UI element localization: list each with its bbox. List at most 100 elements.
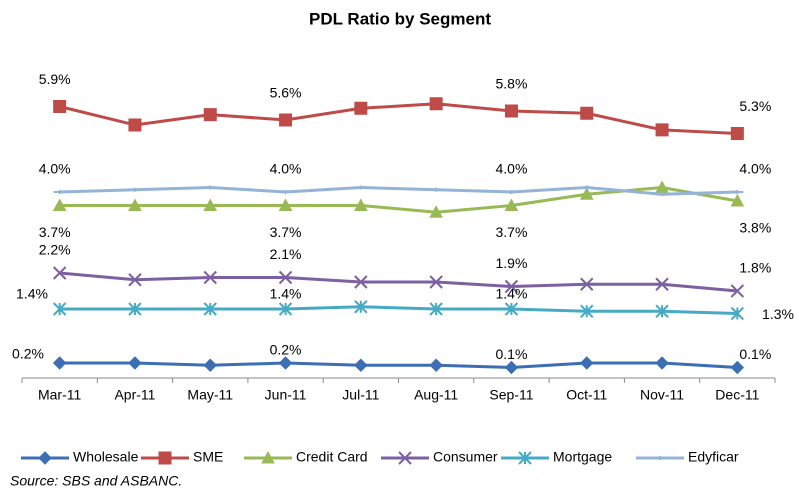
marker bbox=[429, 358, 443, 372]
marker bbox=[128, 273, 142, 287]
marker bbox=[53, 100, 67, 113]
marker bbox=[656, 192, 669, 197]
marker bbox=[278, 270, 293, 285]
data-label: 2.2% bbox=[39, 242, 71, 258]
marker bbox=[203, 302, 217, 316]
data-label: 4.0% bbox=[495, 161, 527, 177]
marker bbox=[354, 358, 368, 372]
marker bbox=[429, 275, 443, 289]
data-label: 5.6% bbox=[270, 85, 302, 101]
marker bbox=[128, 198, 142, 211]
marker bbox=[203, 270, 217, 285]
x-tick-label: Oct-11 bbox=[566, 387, 607, 403]
data-label: 3.7% bbox=[270, 224, 302, 240]
data-label: 4.0% bbox=[270, 161, 302, 177]
data-label: 1.4% bbox=[495, 286, 527, 302]
legend-label: Consumer bbox=[433, 449, 498, 465]
data-label: 0.1% bbox=[495, 346, 527, 362]
marker bbox=[730, 306, 745, 321]
legend-marker bbox=[654, 456, 666, 460]
marker bbox=[731, 190, 744, 194]
legend-marker bbox=[518, 451, 532, 465]
marker bbox=[52, 302, 67, 316]
marker bbox=[655, 356, 669, 370]
data-label: 0.2% bbox=[12, 346, 44, 362]
series-line bbox=[59, 361, 738, 370]
data-label: 1.8% bbox=[739, 260, 771, 276]
marker bbox=[53, 190, 66, 194]
marker bbox=[730, 360, 745, 375]
marker bbox=[579, 187, 594, 200]
marker bbox=[580, 106, 594, 120]
marker bbox=[730, 127, 744, 140]
series-line bbox=[59, 185, 738, 196]
chart-title: PDL Ratio by Segment bbox=[309, 9, 491, 28]
marker bbox=[278, 356, 293, 370]
data-label: 3.7% bbox=[495, 224, 527, 240]
x-tick-label: Dec-11 bbox=[715, 387, 759, 403]
marker bbox=[430, 187, 443, 192]
marker bbox=[203, 358, 217, 372]
source: Source: SBS and ASBANC. bbox=[10, 473, 182, 489]
marker bbox=[203, 108, 217, 122]
data-label: 1.4% bbox=[16, 286, 48, 302]
data-label: 3.7% bbox=[39, 224, 71, 240]
data-label: 5.8% bbox=[495, 76, 527, 92]
legend-label: SME bbox=[193, 449, 223, 465]
marker bbox=[203, 198, 218, 211]
marker bbox=[52, 356, 67, 370]
data-label: 1.9% bbox=[495, 255, 527, 271]
marker bbox=[278, 198, 293, 211]
marker bbox=[354, 275, 368, 289]
marker bbox=[429, 205, 443, 218]
data-label: 0.1% bbox=[739, 346, 771, 362]
legend-label: Edyficar bbox=[688, 449, 739, 465]
data-label: 3.8% bbox=[739, 220, 771, 236]
marker bbox=[354, 198, 368, 211]
data-label: 1.4% bbox=[270, 286, 302, 302]
series-line bbox=[59, 102, 738, 135]
x-tick-label: Nov-11 bbox=[640, 387, 684, 403]
marker bbox=[504, 279, 519, 294]
marker bbox=[128, 118, 142, 132]
data-label: 5.3% bbox=[739, 98, 771, 114]
data-label: 0.2% bbox=[270, 342, 302, 358]
marker bbox=[580, 277, 594, 291]
marker bbox=[655, 304, 669, 318]
legend-marker bbox=[158, 451, 172, 465]
marker bbox=[52, 266, 67, 280]
series-line bbox=[59, 305, 738, 315]
marker bbox=[279, 190, 292, 194]
x-tick-label: Aug-11 bbox=[414, 387, 458, 403]
marker bbox=[730, 284, 745, 298]
x-tick-label: Apr-11 bbox=[114, 387, 155, 403]
marker bbox=[279, 113, 293, 127]
marker bbox=[278, 302, 293, 316]
legend-marker bbox=[261, 450, 275, 464]
data-label: 4.0% bbox=[739, 161, 771, 177]
marker bbox=[730, 193, 745, 207]
legend-marker bbox=[38, 451, 52, 465]
marker bbox=[504, 302, 519, 316]
marker bbox=[128, 302, 142, 316]
legend-marker bbox=[398, 451, 412, 465]
marker bbox=[354, 300, 368, 314]
marker bbox=[580, 356, 594, 370]
marker bbox=[504, 360, 519, 375]
data-label: 1.3% bbox=[762, 306, 794, 322]
data-label: 5.9% bbox=[39, 71, 71, 87]
marker bbox=[505, 190, 518, 194]
marker bbox=[354, 185, 367, 190]
marker bbox=[580, 185, 593, 190]
x-tick-label: Jun-11 bbox=[265, 387, 307, 403]
series-line bbox=[59, 271, 738, 293]
x-tick-label: Mar-11 bbox=[38, 387, 82, 403]
marker bbox=[504, 104, 518, 118]
marker bbox=[655, 277, 669, 291]
legend-label: Credit Card bbox=[296, 449, 368, 465]
marker bbox=[128, 187, 141, 192]
marker bbox=[429, 302, 443, 316]
legend-label: Wholesale bbox=[73, 449, 139, 465]
data-label: 2.1% bbox=[270, 246, 302, 262]
